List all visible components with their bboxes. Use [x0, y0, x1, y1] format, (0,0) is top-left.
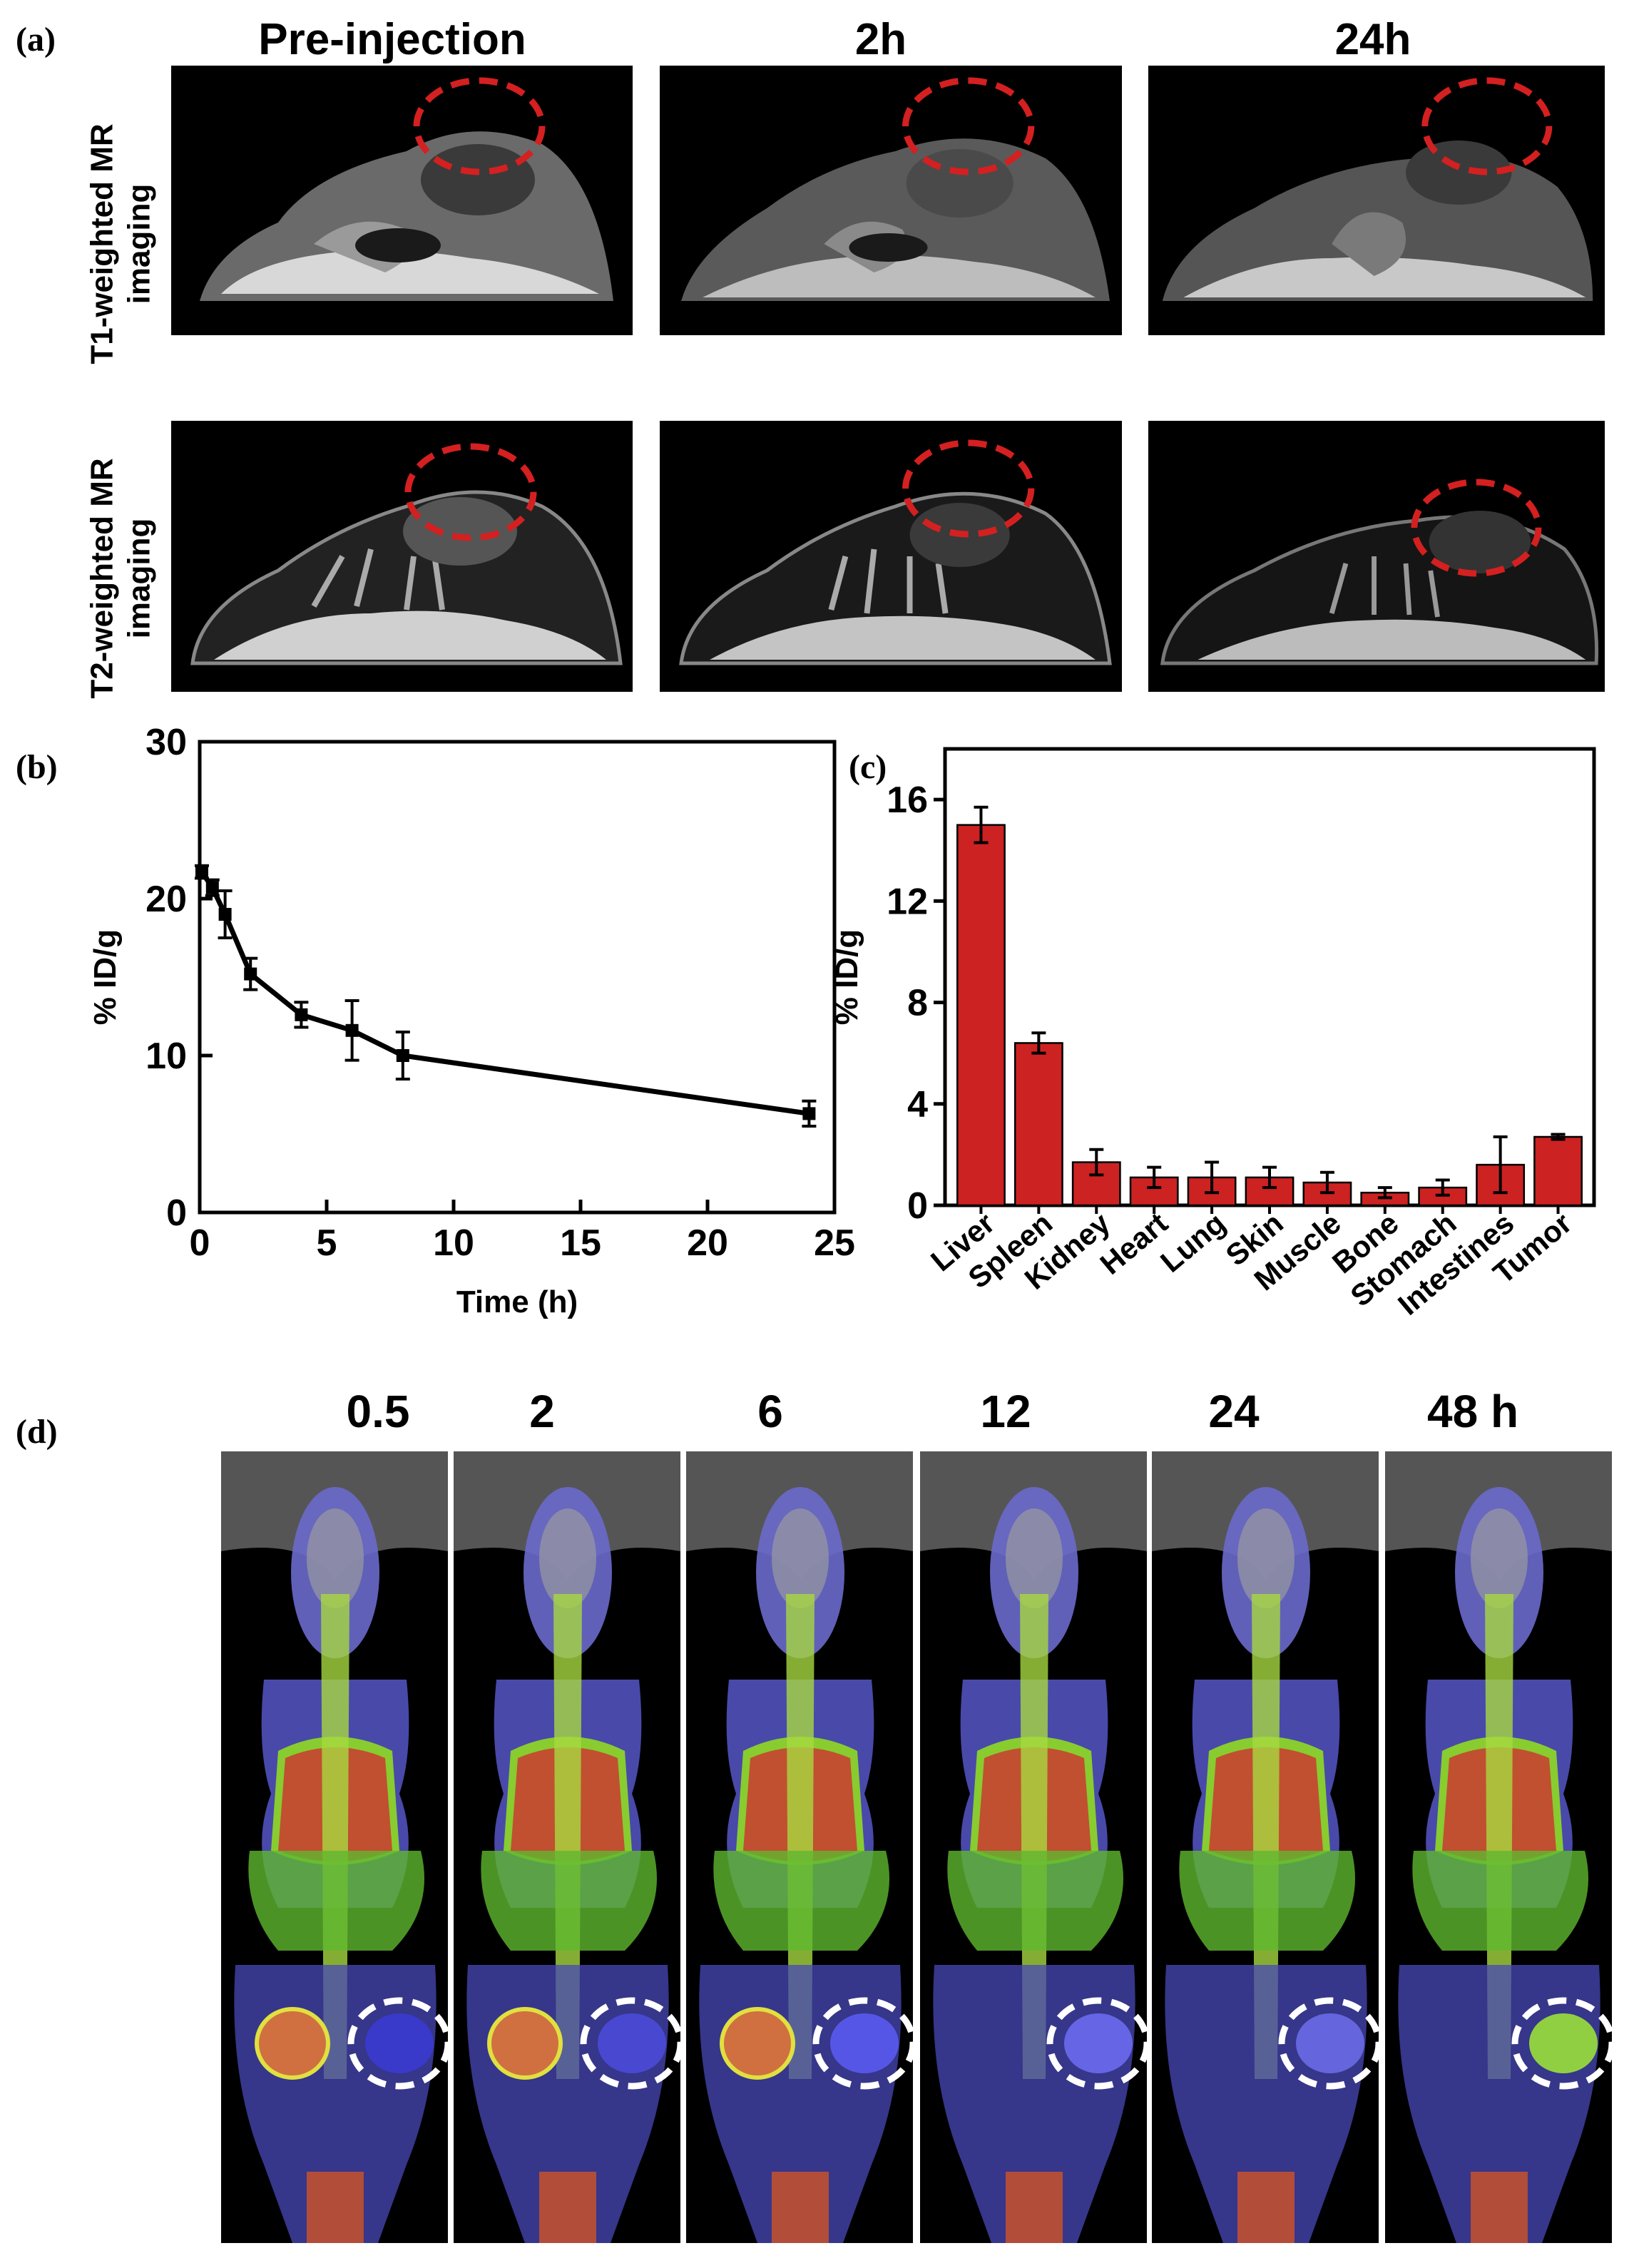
- data-point: [396, 1049, 409, 1062]
- y-tick-label: 12: [887, 881, 928, 922]
- bar-tumor: [1533, 1135, 1583, 1207]
- pet-image-48h: [1385, 1451, 1612, 2243]
- tumor-marker-circle: [1046, 1997, 1147, 2090]
- bar-spleen: [1013, 1042, 1063, 1207]
- y-tick-label: 10: [145, 1036, 187, 1077]
- column-title-24h: 24h: [1334, 15, 1411, 64]
- pet-image-0.5: [221, 1451, 448, 2243]
- row-label-t1: T1-weighted MR imaging: [84, 123, 157, 364]
- tumor-marker-circle: [1511, 1997, 1612, 2090]
- bar-liver: [956, 824, 1006, 1207]
- tumor-marker-circle: [1411, 479, 1542, 577]
- time-label-12: 12: [980, 1386, 1031, 1437]
- data-point: [218, 908, 232, 921]
- tumor-marker-circle: [404, 443, 537, 541]
- x-tick-label: 10: [433, 1222, 474, 1264]
- pet-image-6: [686, 1451, 913, 2243]
- mri-t1-2h: [660, 66, 1122, 335]
- mri-t2-2h: [660, 421, 1122, 692]
- data-point: [345, 1023, 359, 1037]
- y-tick-label: 30: [145, 722, 187, 763]
- y-axis-label: % ID/g: [88, 929, 123, 1025]
- y-tick-label: 0: [907, 1185, 928, 1227]
- mri-t1-pre-injection: [171, 66, 633, 335]
- time-label-0.5: 0.5: [346, 1386, 410, 1437]
- tumor-marker-circle: [812, 1997, 913, 2090]
- y-tick-label: 20: [145, 879, 187, 920]
- x-tick-label: Lung: [1154, 1206, 1232, 1279]
- tumor-marker-circle: [413, 77, 546, 175]
- panel-d-letter: (d): [16, 1413, 58, 1451]
- x-axis-label: Time (h): [456, 1284, 578, 1319]
- mri-t2-24h: [1148, 421, 1605, 692]
- pet-image-24: [1152, 1451, 1379, 2243]
- data-point: [244, 967, 257, 981]
- x-tick-label: 25: [814, 1222, 855, 1264]
- data-point: [802, 1107, 816, 1120]
- mri-t2-pre-injection: [171, 421, 633, 692]
- plot-frame: [198, 740, 837, 1215]
- column-title-pre-injection: Pre-injection: [258, 15, 526, 64]
- tumor-marker-circle: [902, 439, 1035, 538]
- y-tick-label: 4: [907, 1084, 928, 1125]
- tumor-marker-circle: [1421, 77, 1553, 175]
- column-title-2h: 2h: [854, 15, 907, 64]
- series-line: [200, 870, 810, 1116]
- pet-image-12: [920, 1451, 1147, 2243]
- pharmacokinetics-line-chart: 0 10 20 30 0 5 10 15 20 25 Time (h) % ID/g: [88, 722, 855, 1319]
- x-tick-label: Heart: [1093, 1206, 1173, 1281]
- y-tick-label: 0: [166, 1192, 187, 1234]
- x-tick-label: 15: [560, 1222, 601, 1264]
- mri-t1-24h: [1148, 66, 1605, 335]
- time-label-48h: 48 h: [1426, 1386, 1519, 1437]
- x-tick-label: 0: [190, 1222, 210, 1264]
- y-tick-label: 16: [887, 780, 928, 821]
- tumor-marker-circle: [580, 1997, 680, 2090]
- pet-image-2: [454, 1451, 680, 2243]
- data-point: [205, 881, 219, 894]
- panel-b-letter: (b): [16, 748, 58, 786]
- x-tick-label: 20: [687, 1222, 728, 1264]
- time-label-24: 24: [1208, 1386, 1260, 1437]
- tumor-marker-circle: [347, 1997, 448, 2090]
- x-tick-label: 5: [317, 1222, 337, 1264]
- tumor-marker-circle: [902, 77, 1035, 175]
- y-axis-label: % ID/g: [829, 929, 864, 1025]
- data-point: [295, 1008, 308, 1021]
- y-tick-label: 8: [907, 983, 928, 1024]
- tumor-marker-circle: [1278, 1997, 1379, 2090]
- data-point: [195, 865, 208, 879]
- panel-c-letter: (c): [849, 748, 887, 786]
- panel-a-letter: (a): [16, 21, 56, 58]
- row-label-t2: T2-weighted MR imaging: [84, 458, 157, 699]
- time-label-2: 2: [529, 1386, 555, 1437]
- time-label-6: 6: [757, 1386, 783, 1437]
